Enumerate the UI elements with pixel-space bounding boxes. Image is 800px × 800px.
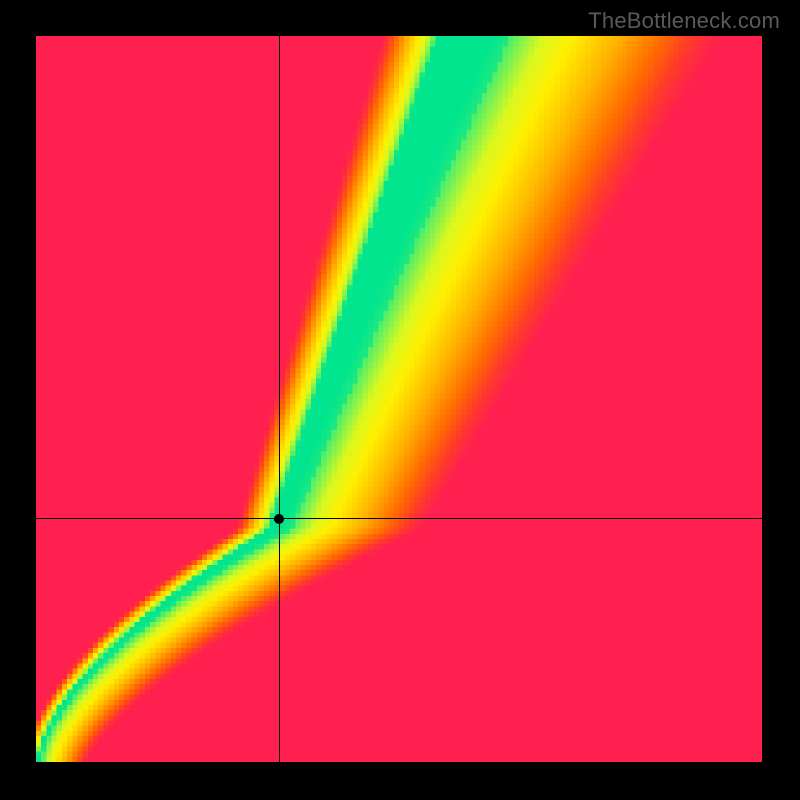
chart-container: TheBottleneck.com [0,0,800,800]
heatmap-canvas [36,36,762,762]
heatmap-plot [36,36,762,762]
crosshair-horizontal [36,518,762,519]
crosshair-vertical [279,36,280,762]
watermark-text: TheBottleneck.com [588,8,780,34]
crosshair-dot [274,514,284,524]
